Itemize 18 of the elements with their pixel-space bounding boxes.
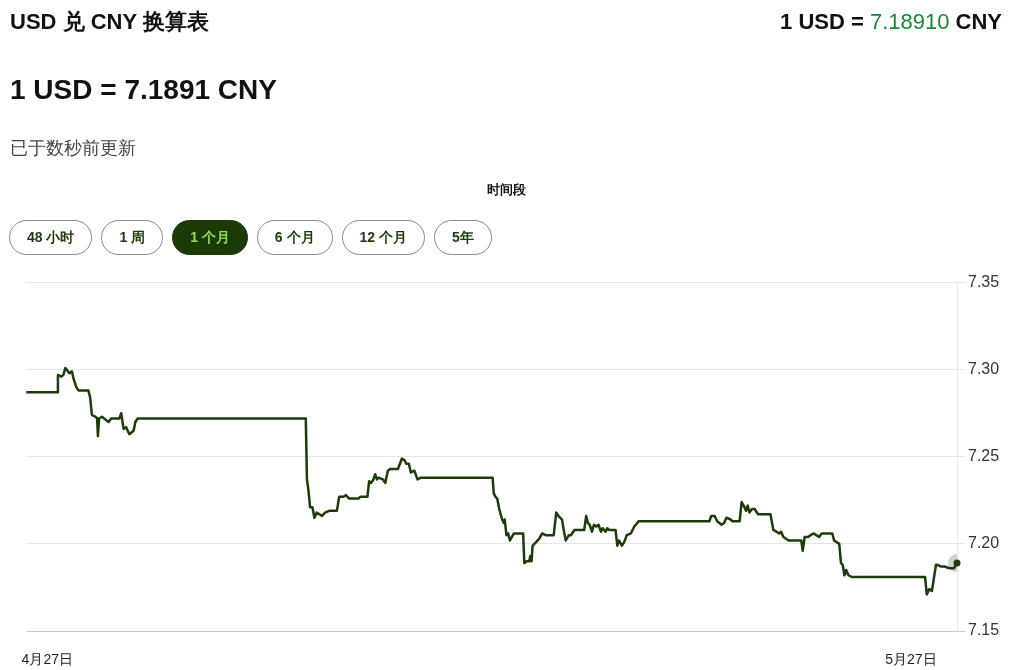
period-button[interactable]: 48 小时 [9, 220, 93, 255]
y-tick-label: 7.15 [968, 621, 1000, 639]
text: 已于数秒前更新 [10, 137, 136, 160]
text: 时间段 [485, 181, 527, 199]
period-button[interactable]: 5年 [434, 220, 492, 255]
period-button[interactable]: 1 周 [101, 220, 164, 255]
y-tick-label: 7.25 [968, 447, 1000, 465]
period-button[interactable]: 1 个月 [172, 220, 248, 255]
chart-subtitle: 1 USD = 7.1891 CNY [10, 73, 277, 107]
y-tick-label: 7.20 [968, 534, 1000, 552]
period-button[interactable]: 12 个月 [341, 220, 425, 255]
y-tick-label: 7.30 [968, 360, 1000, 378]
period-button[interactable]: 6 个月 [256, 220, 333, 255]
chart-title: USD 兑 CNY 换算表 [10, 8, 209, 36]
y-tick-label: 7.35 [968, 273, 1000, 291]
x-tick-label: 5月27日 [885, 651, 937, 668]
x-tick-label: 4月27日 [21, 651, 73, 668]
text: 1 USD = 7.18910 CNY [780, 8, 1002, 36]
